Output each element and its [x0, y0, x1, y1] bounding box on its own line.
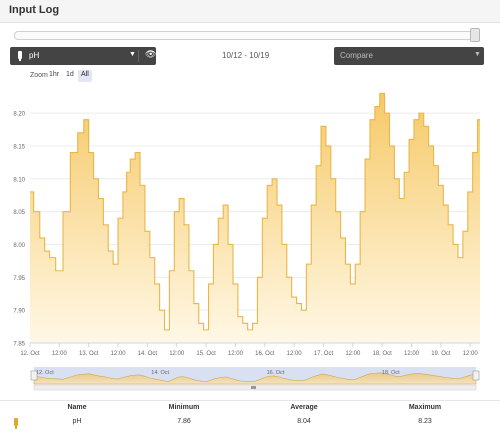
probe-icon — [17, 51, 23, 63]
table-cell-average: 8.04 — [297, 418, 311, 425]
x-tick-label: 12:00 — [345, 351, 361, 357]
x-tick-label: 15. Oct — [196, 351, 216, 357]
eye-icon[interactable]: 👁 — [145, 49, 157, 59]
y-tick-label: 8.15 — [13, 144, 25, 150]
x-tick-label: 19. Oct — [431, 351, 451, 357]
sensor-select-value: pH — [29, 51, 40, 60]
sensor-select[interactable]: pH ▼ 👁 ▼ — [10, 47, 164, 65]
divider — [138, 50, 139, 62]
y-tick-label: 8.10 — [13, 177, 25, 183]
zoom-all-button[interactable]: All — [78, 70, 92, 82]
x-tick-label: 12:00 — [404, 351, 420, 357]
table-header-maximum: Maximum — [408, 404, 442, 411]
zoom-1d-button[interactable]: 1d — [66, 71, 74, 78]
page-title: Input Log — [9, 4, 60, 16]
probe-icon — [13, 416, 19, 434]
compare-select[interactable]: Compare ▼ — [334, 47, 484, 65]
x-tick-label: 12:00 — [228, 351, 244, 357]
navigator-label: 12. Oct — [36, 370, 54, 376]
date-range-label: 10/12 - 10/19 — [222, 51, 270, 60]
x-tick-label: 12:00 — [463, 351, 479, 357]
x-tick-label: 12:00 — [287, 351, 303, 357]
table-header-average: Average — [290, 404, 318, 411]
ph-area-fill — [30, 93, 480, 343]
chevron-down-icon: ▼ — [129, 51, 136, 58]
navigator-label: 18. Oct — [382, 370, 400, 376]
scrollbar-grip-icon[interactable] — [251, 386, 256, 389]
x-tick-label: 12:00 — [111, 351, 127, 357]
y-tick-label: 8.20 — [13, 112, 25, 118]
table-cell-minimum: 7.86 — [177, 418, 191, 425]
x-tick-label: 14. Oct — [138, 351, 158, 357]
x-tick-label: 16. Oct — [255, 351, 275, 357]
x-tick-label: 13. Oct — [79, 351, 99, 357]
zoom-1hr-button[interactable]: 1hr — [49, 71, 60, 78]
navigator-label: 14. Oct — [151, 370, 169, 376]
y-tick-label: 7.85 — [13, 342, 25, 348]
date-range-slider-handle[interactable] — [470, 28, 480, 42]
y-tick-label: 8.05 — [13, 210, 25, 216]
ph-area-chart[interactable]: 7.85 7.90 7.95 8.00 8.05 8.10 8.15 8.20 12. Oct… — [0, 0, 500, 400]
compare-select-placeholder: Compare — [340, 51, 373, 60]
x-tick-label: 12:00 — [169, 351, 185, 357]
chevron-down-icon: ▼ — [157, 51, 164, 58]
y-tick-label: 8.00 — [13, 243, 25, 249]
navigator-series — [33, 372, 477, 385]
page-header: Input Log — [0, 0, 500, 23]
chevron-down-icon: ▼ — [474, 51, 481, 58]
navigator[interactable]: 12. Oct 14. Oct 16. Oct 18. Oct — [30, 367, 480, 391]
table-cell-maximum: 8.23 — [418, 418, 432, 425]
y-tick-label: 7.95 — [13, 276, 25, 282]
navigator-handle[interactable] — [30, 370, 38, 381]
table-header-name: Name — [67, 404, 87, 411]
navigator-label: 16. Oct — [267, 370, 285, 376]
y-tick-label: 7.90 — [13, 309, 25, 315]
x-tick-label: 12. Oct — [20, 351, 40, 357]
navigator-handle[interactable] — [472, 370, 480, 381]
table-header-minimum: Minimum — [168, 404, 200, 411]
table-cell-name: pH — [72, 418, 82, 425]
zoom-label: Zoom — [30, 72, 48, 79]
x-tick-label: 18. Oct — [373, 351, 393, 357]
table-divider — [0, 400, 500, 401]
ph-series-line — [30, 92, 480, 331]
x-tick-label: 12:00 — [52, 351, 68, 357]
x-tick-label: 17. Oct — [314, 351, 334, 357]
